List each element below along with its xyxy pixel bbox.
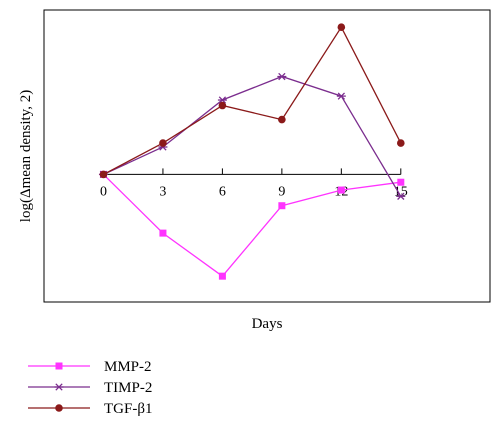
data-point-tgf-1	[218, 101, 227, 110]
x-tick-label: 0	[100, 184, 107, 199]
x-ticks: 03691215	[100, 168, 408, 199]
legend: MMP-2 TIMP-2 TGF-β1	[28, 359, 152, 417]
data-point-mmp-2	[278, 202, 286, 210]
y-axis-label: log(Δmean density, 2)	[18, 90, 34, 222]
legend-label-mmp-2: MMP-2	[104, 359, 152, 375]
legend-label-tgf-1: TGF-β1	[104, 401, 152, 417]
data-point-timp-2	[277, 72, 287, 81]
data-point-tgf-1	[159, 139, 167, 147]
x-tick-label: 6	[219, 184, 226, 199]
data-point-tgf-1	[397, 139, 405, 147]
data-point-mmp-2	[337, 186, 345, 194]
data-point-timp-2	[396, 192, 406, 200]
legend-marker-mmp-2	[55, 362, 63, 370]
data-point-timp-2	[336, 92, 346, 100]
legend-marker-timp-2	[54, 383, 64, 391]
data-point-mmp-2	[397, 178, 405, 186]
series-line-tgf-1	[103, 25, 402, 175]
data-point-tgf-1	[278, 115, 286, 124]
legend-marker-tgf-1	[55, 404, 63, 412]
data-point-tgf-1	[337, 23, 346, 32]
data-point-timp-2	[217, 96, 227, 104]
x-tick-label: 15	[394, 184, 408, 199]
x-tick-label: 9	[278, 184, 285, 199]
series-line-mmp-2	[103, 173, 401, 278]
series-layer	[98, 23, 406, 280]
data-point-tgf-1	[99, 170, 108, 179]
data-point-mmp-2	[159, 229, 167, 237]
legend-label-timp-2: TIMP-2	[104, 380, 152, 396]
x-axis-label: Days	[252, 316, 283, 332]
series-line-timp-2	[103, 75, 402, 197]
data-point-mmp-2	[218, 272, 226, 280]
plot-frame	[43, 9, 491, 303]
x-tick-label: 3	[159, 184, 166, 199]
